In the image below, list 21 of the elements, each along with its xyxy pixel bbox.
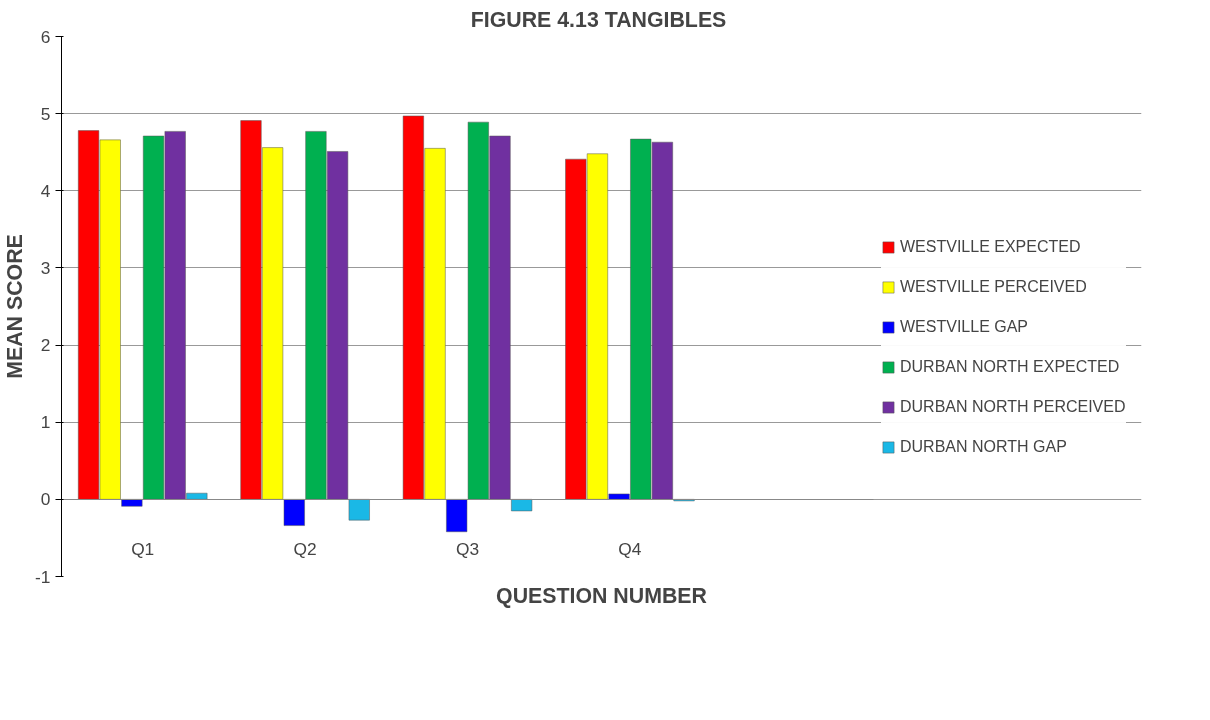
legend-label: WESTVILLE GAP <box>900 318 1029 336</box>
y-tick-label: 1 <box>40 412 51 433</box>
y-tick-label: 2 <box>40 335 51 356</box>
y-tick-label: -1 <box>35 566 51 587</box>
x-tick-label: Q4 <box>618 539 642 560</box>
legend-label: DURBAN NORTH GAP <box>900 438 1067 456</box>
y-tick-label: 0 <box>40 489 51 510</box>
y-axis-title: MEAN SCORE <box>3 234 28 379</box>
legend-label: WESTVILLE PERCEIVED <box>900 278 1087 296</box>
chart-title: FIGURE 4.13 TANGIBLES <box>470 7 727 32</box>
x-tick-label: Q2 <box>293 539 317 560</box>
legend-label: WESTVILLE EXPECTED <box>900 238 1081 256</box>
legend-label: DURBAN NORTH EXPECTED <box>900 358 1120 376</box>
x-tick-label: Q3 <box>455 539 480 560</box>
x-axis-title: QUESTION NUMBER <box>496 583 707 608</box>
y-tick-label: 6 <box>40 26 51 47</box>
x-tick-label: Q1 <box>131 539 155 560</box>
legend-label: DURBAN NORTH PERCEIVED <box>900 398 1126 416</box>
y-tick-label: 4 <box>40 180 51 201</box>
y-tick-label: 3 <box>40 257 51 278</box>
y-tick-label: 5 <box>40 103 51 124</box>
